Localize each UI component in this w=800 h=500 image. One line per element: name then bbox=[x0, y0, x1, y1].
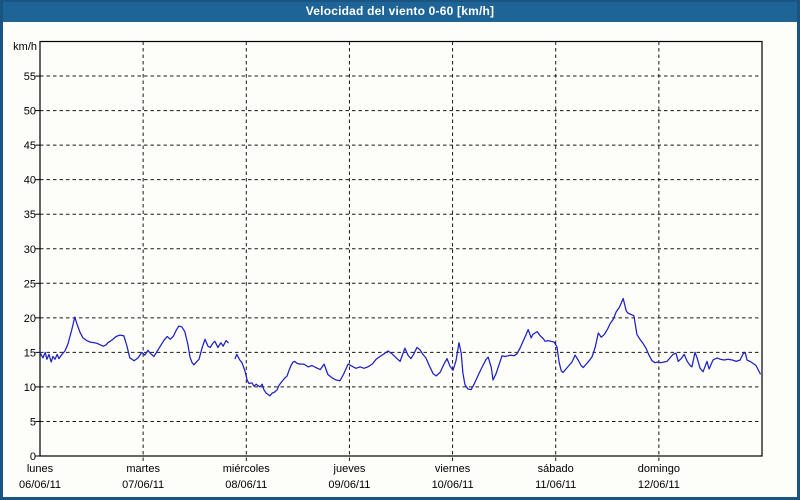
x-day-name: jueves bbox=[333, 463, 366, 475]
y-axis-unit-label: km/h bbox=[13, 41, 37, 53]
y-tick-label: 45 bbox=[24, 140, 36, 152]
y-tick-label: 40 bbox=[24, 175, 36, 187]
x-day-date: 09/06/11 bbox=[328, 479, 370, 491]
wind-speed-line bbox=[39, 297, 761, 397]
x-day-date: 11/06/11 bbox=[535, 479, 576, 491]
y-tick-label: 50 bbox=[24, 106, 36, 118]
y-tick-label: 25 bbox=[24, 278, 36, 290]
wind-speed-chart: 0 5 10 15 20 25 30 35 40 45 50 55 km/h lunes 06/06/11 m… bbox=[13, 40, 763, 491]
x-day-name: martes bbox=[126, 463, 160, 475]
gridlines bbox=[40, 41, 762, 461]
wind-speed-line-segment bbox=[39, 316, 229, 366]
y-tick-label: 10 bbox=[24, 382, 36, 394]
x-day-date: 06/06/11 bbox=[19, 479, 61, 491]
wind-speed-line-segment bbox=[234, 297, 761, 397]
x-day-date: 12/06/11 bbox=[638, 479, 680, 491]
y-ticks bbox=[35, 75, 40, 457]
x-day-date: 10/06/11 bbox=[432, 479, 474, 491]
y-tick-label: 5 bbox=[30, 416, 36, 428]
x-day-date: 07/06/11 bbox=[122, 479, 164, 491]
x-day-name: lunes bbox=[27, 463, 54, 475]
y-tick-label: 55 bbox=[24, 71, 36, 83]
y-tick-label: 15 bbox=[24, 347, 36, 359]
x-day-date: 08/06/11 bbox=[225, 479, 267, 491]
y-tick-label: 20 bbox=[24, 313, 36, 325]
title-bar: Velocidad del viento 0-60 [km/h] bbox=[0, 0, 800, 22]
x-day-name: miércoles bbox=[223, 463, 271, 475]
y-tick-label: 30 bbox=[24, 244, 36, 256]
chart-title: Velocidad del viento 0-60 [km/h] bbox=[305, 4, 495, 18]
x-day-name: viernes bbox=[435, 463, 471, 475]
x-day-name: sábado bbox=[538, 463, 574, 475]
x-day-name: domingo bbox=[638, 463, 680, 475]
y-tick-label: 0 bbox=[30, 451, 36, 463]
y-tick-label: 35 bbox=[24, 209, 36, 221]
